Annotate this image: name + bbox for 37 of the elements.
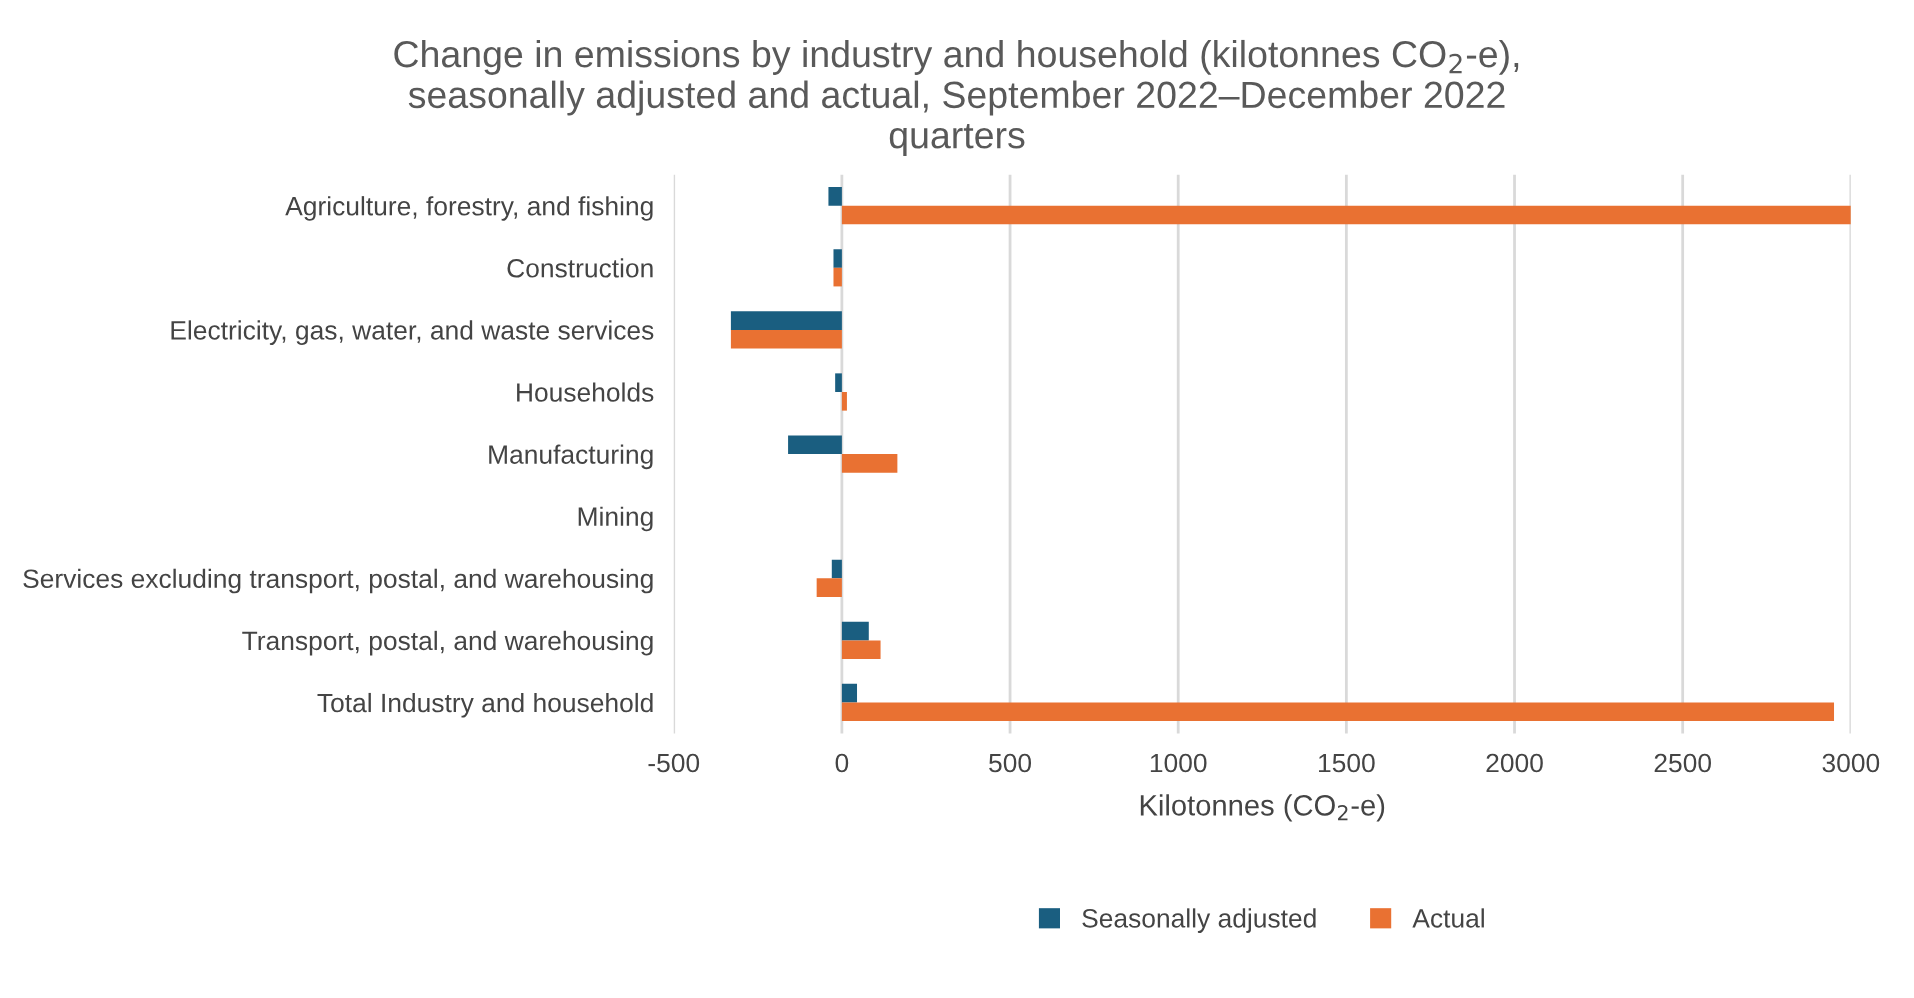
bar	[788, 435, 842, 455]
y-tick-label: Electricity, gas, water, and waste services	[171, 320, 654, 345]
y-tick-label: Households	[517, 382, 654, 402]
y-tick-label: Total Industry and household	[317, 692, 653, 718]
bar	[841, 683, 858, 703]
bar	[730, 329, 842, 349]
bar	[833, 249, 842, 268]
x-tick-label: 500	[989, 753, 1032, 773]
legend-label: Seasonally adjusted	[1082, 908, 1316, 933]
x-tick-label: 0	[835, 753, 849, 773]
x-tick-label: 2000	[1486, 753, 1543, 773]
bar	[831, 559, 842, 579]
x-tick-label: 3000	[1822, 753, 1880, 773]
bar	[841, 621, 869, 641]
bar	[835, 373, 842, 392]
x-tick-label: 1000	[1150, 753, 1207, 773]
y-tick-label: Manufacturing	[489, 444, 653, 470]
legend-label: Actual	[1412, 908, 1484, 928]
bar	[816, 578, 842, 597]
bar	[841, 454, 898, 473]
y-tick-label: Services excluding transport, postal, and warehousing	[23, 568, 653, 594]
bar	[841, 702, 1835, 722]
chart-title: Change in emissions by industry and household (kilotonnes CO$_{2}$-e), seasonally adjusted and actual, September 2022–December 2022 quarters	[394, 39, 1519, 156]
x-tick-label: 1500	[1319, 753, 1375, 773]
bar	[828, 187, 842, 206]
x-axis-title: Kilotonnes (CO$_{2}$-e)	[1140, 794, 1385, 822]
bar	[730, 311, 842, 330]
y-tick-label: Construction	[507, 258, 653, 278]
y-tick-label: Agriculture, forestry, and fishing	[285, 196, 653, 221]
bar	[841, 640, 881, 660]
x-tick-label: 2500	[1654, 753, 1711, 773]
bar	[841, 205, 1851, 225]
y-tick-label: Mining	[578, 506, 653, 532]
x-tick-label: -500	[648, 753, 700, 773]
bar	[841, 391, 847, 411]
bar	[833, 267, 842, 287]
y-tick-label: Transport, postal, and warehousing	[242, 630, 653, 656]
